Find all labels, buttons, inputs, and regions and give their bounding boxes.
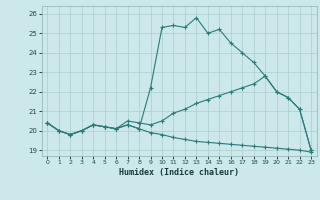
X-axis label: Humidex (Indice chaleur): Humidex (Indice chaleur) [119, 168, 239, 177]
